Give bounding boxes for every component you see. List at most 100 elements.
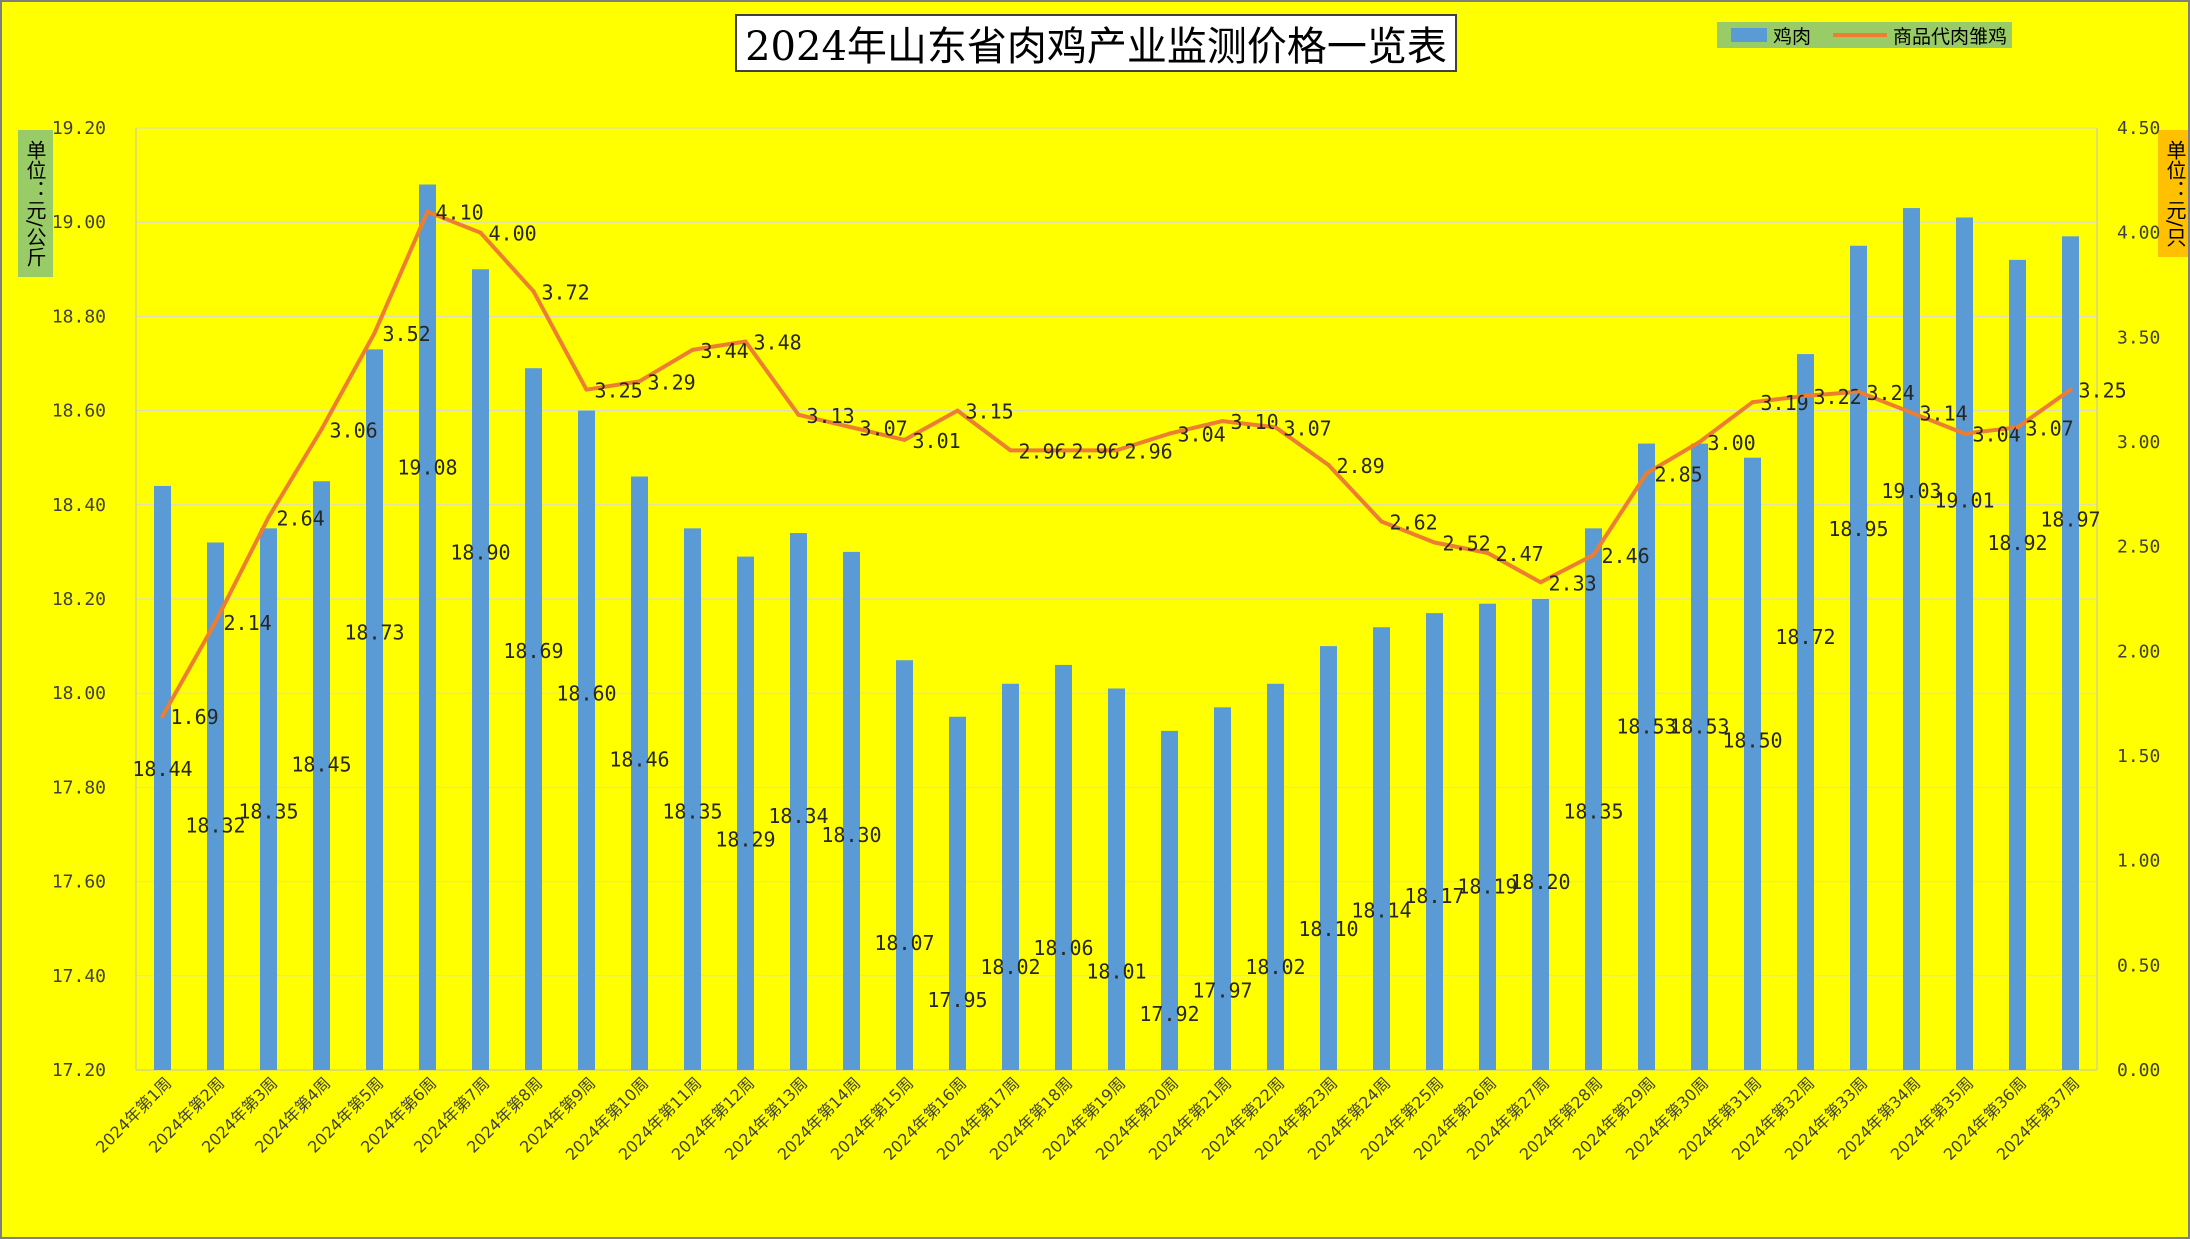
line-point xyxy=(849,425,854,430)
bar-data-label: 18.17 xyxy=(1404,884,1464,908)
line-point xyxy=(637,379,642,384)
right-axis-unit: 单位：元/只 xyxy=(2158,130,2188,257)
legend-line-swatch xyxy=(1833,33,1888,37)
bar-data-label: 18.72 xyxy=(1775,625,1835,649)
bar-data-label: 18.34 xyxy=(768,804,828,828)
bar-data-label: 18.73 xyxy=(344,620,404,644)
bar-data-label: 18.32 xyxy=(185,813,245,837)
bar xyxy=(1214,707,1231,1070)
bar-data-label: 18.14 xyxy=(1351,898,1411,922)
bar-data-label: 18.29 xyxy=(715,828,775,852)
y-right-tick-label: 2.50 xyxy=(2117,537,2160,558)
bar xyxy=(1691,443,1708,1070)
line-point xyxy=(531,289,536,294)
line-data-label: 3.25 xyxy=(2079,379,2127,403)
line-data-label: 2.33 xyxy=(1549,571,1597,595)
bar xyxy=(737,556,754,1070)
line-point xyxy=(160,714,165,719)
y-right-tick-label: 4.00 xyxy=(2117,223,2160,244)
bar-data-label: 18.35 xyxy=(1563,799,1623,823)
line-data-label: 2.96 xyxy=(1125,439,1173,463)
bar xyxy=(1002,683,1019,1070)
line-data-label: 3.07 xyxy=(860,416,908,440)
line-point xyxy=(319,427,324,432)
line-data-label: 3.06 xyxy=(330,418,378,442)
line-point xyxy=(1061,448,1066,453)
bar xyxy=(1744,457,1761,1070)
line-data-label: 3.29 xyxy=(648,370,696,394)
bar-data-label: 18.90 xyxy=(450,540,510,564)
line-data-label: 2.52 xyxy=(1443,531,1491,555)
bar xyxy=(1267,683,1284,1070)
y-left-tick-label: 17.60 xyxy=(52,872,106,893)
line-point xyxy=(1008,448,1013,453)
line-point xyxy=(1803,393,1808,398)
y-left-tick-label: 18.40 xyxy=(52,495,106,516)
bar xyxy=(631,476,648,1070)
line-point xyxy=(796,412,801,417)
line-data-label: 3.04 xyxy=(1178,423,1226,447)
bar-data-label: 17.95 xyxy=(927,988,987,1012)
line-point xyxy=(584,387,589,392)
line-data-label: 2.47 xyxy=(1496,542,1544,566)
bar-data-label: 18.50 xyxy=(1722,729,1782,753)
line-point xyxy=(425,209,430,214)
legend-bar-swatch xyxy=(1731,28,1767,42)
line-point xyxy=(743,339,748,344)
line-data-label: 3.07 xyxy=(2026,416,2074,440)
bar-data-label: 17.97 xyxy=(1192,978,1252,1002)
line-data-label: 3.10 xyxy=(1231,410,1279,434)
line-point xyxy=(2015,425,2020,430)
legend-label-chick: 商品代肉雏鸡 xyxy=(1893,25,2008,48)
line-point xyxy=(690,347,695,352)
y-right-tick-label: 0.00 xyxy=(2117,1060,2160,1081)
line-data-label: 2.46 xyxy=(1602,544,1650,568)
line-data-label: 3.48 xyxy=(754,331,802,355)
line-data-label: 2.14 xyxy=(224,611,272,635)
bar-data-label: 18.60 xyxy=(556,682,616,706)
bar xyxy=(313,481,330,1070)
bar-data-label: 18.02 xyxy=(980,955,1040,979)
bar xyxy=(1638,443,1655,1070)
bar xyxy=(578,410,595,1071)
bar xyxy=(419,184,436,1070)
bar-data-label: 18.45 xyxy=(291,752,351,776)
line-data-label: 3.04 xyxy=(1973,423,2021,447)
bar xyxy=(472,269,489,1070)
y-left-tick-label: 18.20 xyxy=(52,589,106,610)
bar-data-label: 18.10 xyxy=(1298,917,1358,941)
line-data-label: 2.96 xyxy=(1019,439,1067,463)
bar xyxy=(1055,664,1072,1070)
line-point xyxy=(1167,431,1172,436)
y-right-tick-label: 1.00 xyxy=(2117,851,2160,872)
line-point xyxy=(1538,580,1543,585)
bar-data-label: 18.44 xyxy=(132,757,192,781)
line-point xyxy=(955,408,960,413)
line-data-label: 3.07 xyxy=(1284,416,1332,440)
line-point xyxy=(902,437,907,442)
bar xyxy=(1850,245,1867,1070)
line-point xyxy=(1962,431,1967,436)
line-data-label: 3.13 xyxy=(807,404,855,428)
bar xyxy=(790,533,807,1070)
y-left-tick-label: 18.80 xyxy=(52,306,106,327)
bar-data-label: 17.92 xyxy=(1139,1002,1199,1026)
line-point xyxy=(1485,550,1490,555)
y-left-tick-label: 17.40 xyxy=(52,966,106,987)
bar xyxy=(525,368,542,1071)
left-axis-unit: 单位：元/公斤 xyxy=(18,130,53,277)
bar-data-label: 18.30 xyxy=(821,823,881,847)
line-point xyxy=(1114,448,1119,453)
line-data-label: 4.10 xyxy=(436,201,484,225)
line-point xyxy=(1856,389,1861,394)
line-point xyxy=(213,620,218,625)
legend-label-chicken: 鸡肉 xyxy=(1773,25,1812,48)
bar xyxy=(1479,603,1496,1070)
bar xyxy=(1320,646,1337,1070)
y-left-tick-label: 17.80 xyxy=(52,777,106,798)
y-right-tick-label: 3.00 xyxy=(2117,432,2160,453)
line-point xyxy=(1750,400,1755,405)
line-point xyxy=(1220,419,1225,424)
